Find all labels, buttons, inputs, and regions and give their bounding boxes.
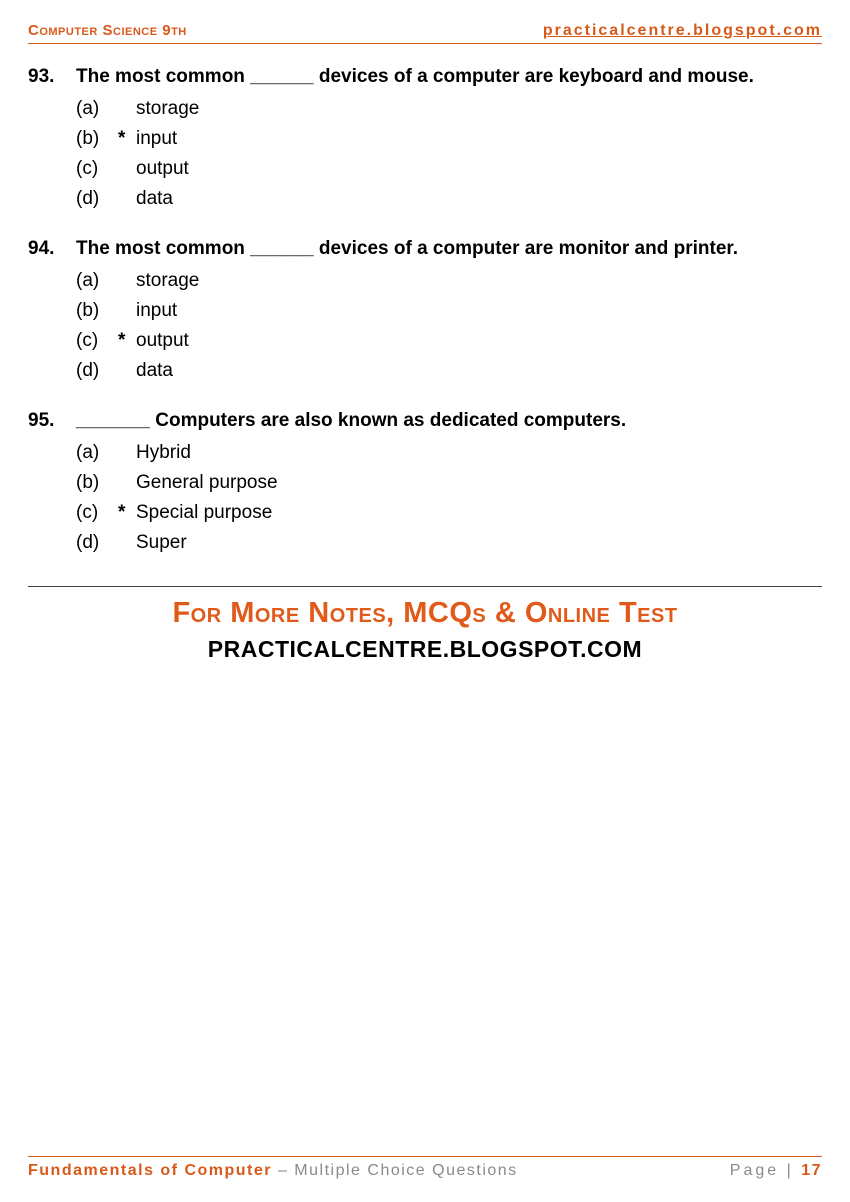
option-correct-mark: * bbox=[118, 330, 136, 352]
option-row: (a) storage bbox=[28, 98, 822, 120]
option-label: (c) bbox=[76, 158, 118, 180]
option-row: (b)*input bbox=[28, 128, 822, 150]
option-text: input bbox=[136, 300, 177, 322]
option-row: (d) data bbox=[28, 360, 822, 382]
footer-subtitle: – Multiple Choice Questions bbox=[272, 1162, 518, 1179]
question-text: The most common ______ devices of a comp… bbox=[76, 66, 754, 88]
option-text: storage bbox=[136, 98, 199, 120]
option-text: data bbox=[136, 188, 173, 210]
question-block: 95._______ Computers are also known as d… bbox=[28, 410, 822, 554]
option-label: (b) bbox=[76, 300, 118, 322]
header-subject: Computer Science 9th bbox=[28, 22, 187, 39]
option-text: output bbox=[136, 158, 189, 180]
option-text: output bbox=[136, 330, 189, 352]
option-text: data bbox=[136, 360, 173, 382]
question-row: 93.The most common ______ devices of a c… bbox=[28, 66, 822, 88]
footer-page-number: 17 bbox=[801, 1162, 822, 1179]
question-row: 95._______ Computers are also known as d… bbox=[28, 410, 822, 432]
option-label: (a) bbox=[76, 270, 118, 292]
question-block: 93.The most common ______ devices of a c… bbox=[28, 66, 822, 210]
section-divider bbox=[28, 586, 822, 587]
question-number: 95. bbox=[28, 410, 76, 432]
question-block: 94.The most common ______ devices of a c… bbox=[28, 238, 822, 382]
option-row: (a) Hybrid bbox=[28, 442, 822, 464]
option-label: (c) bbox=[76, 502, 118, 524]
option-row: (c)*output bbox=[28, 330, 822, 352]
question-text: _______ Computers are also known as dedi… bbox=[76, 410, 626, 432]
footer-chapter: Fundamentals of Computer bbox=[28, 1162, 272, 1179]
option-label: (b) bbox=[76, 472, 118, 494]
option-row: (c) output bbox=[28, 158, 822, 180]
questions-list: 93.The most common ______ devices of a c… bbox=[28, 66, 822, 554]
page-footer: Fundamentals of Computer – Multiple Choi… bbox=[28, 1156, 822, 1180]
footer-left: Fundamentals of Computer – Multiple Choi… bbox=[28, 1162, 518, 1180]
option-correct-mark: * bbox=[118, 502, 136, 524]
option-label: (a) bbox=[76, 442, 118, 464]
footer-right: Page | 17 bbox=[730, 1162, 822, 1180]
option-text: input bbox=[136, 128, 177, 150]
option-text: Hybrid bbox=[136, 442, 191, 464]
option-label: (a) bbox=[76, 98, 118, 120]
option-label: (d) bbox=[76, 188, 118, 210]
option-row: (d) data bbox=[28, 188, 822, 210]
option-text: General purpose bbox=[136, 472, 278, 494]
option-label: (b) bbox=[76, 128, 118, 150]
option-label: (d) bbox=[76, 532, 118, 554]
option-label: (d) bbox=[76, 360, 118, 382]
option-text: Super bbox=[136, 532, 187, 554]
footer-page-label: Page | bbox=[730, 1162, 801, 1179]
question-number: 94. bbox=[28, 238, 76, 260]
question-text: The most common ______ devices of a comp… bbox=[76, 238, 738, 260]
option-row: (d) Super bbox=[28, 532, 822, 554]
option-correct-mark: * bbox=[118, 128, 136, 150]
option-row: (c)*Special purpose bbox=[28, 502, 822, 524]
header-site-link[interactable]: practicalcentre.blogspot.com bbox=[543, 22, 822, 40]
option-text: Special purpose bbox=[136, 502, 272, 524]
page-header: Computer Science 9th practicalcentre.blo… bbox=[28, 22, 822, 44]
option-row: (a) storage bbox=[28, 270, 822, 292]
promo-heading: For More Notes, MCQs & Online Test bbox=[28, 597, 822, 630]
option-label: (c) bbox=[76, 330, 118, 352]
option-row: (b) input bbox=[28, 300, 822, 322]
option-text: storage bbox=[136, 270, 199, 292]
question-number: 93. bbox=[28, 66, 76, 88]
question-row: 94.The most common ______ devices of a c… bbox=[28, 238, 822, 260]
promo-url[interactable]: PRACTICALCENTRE.BLOGSPOT.COM bbox=[28, 636, 822, 663]
option-row: (b) General purpose bbox=[28, 472, 822, 494]
